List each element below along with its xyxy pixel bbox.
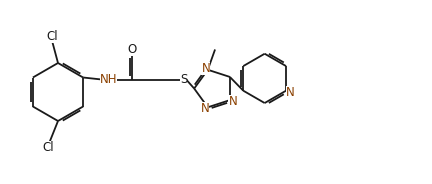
Text: N: N xyxy=(229,95,237,108)
Text: O: O xyxy=(128,43,137,56)
Text: S: S xyxy=(180,73,187,86)
Text: N: N xyxy=(201,62,210,75)
Text: N: N xyxy=(200,102,209,115)
Text: Cl: Cl xyxy=(46,30,58,43)
Text: N: N xyxy=(286,86,294,99)
Text: NH: NH xyxy=(100,73,118,86)
Text: Cl: Cl xyxy=(42,141,54,154)
